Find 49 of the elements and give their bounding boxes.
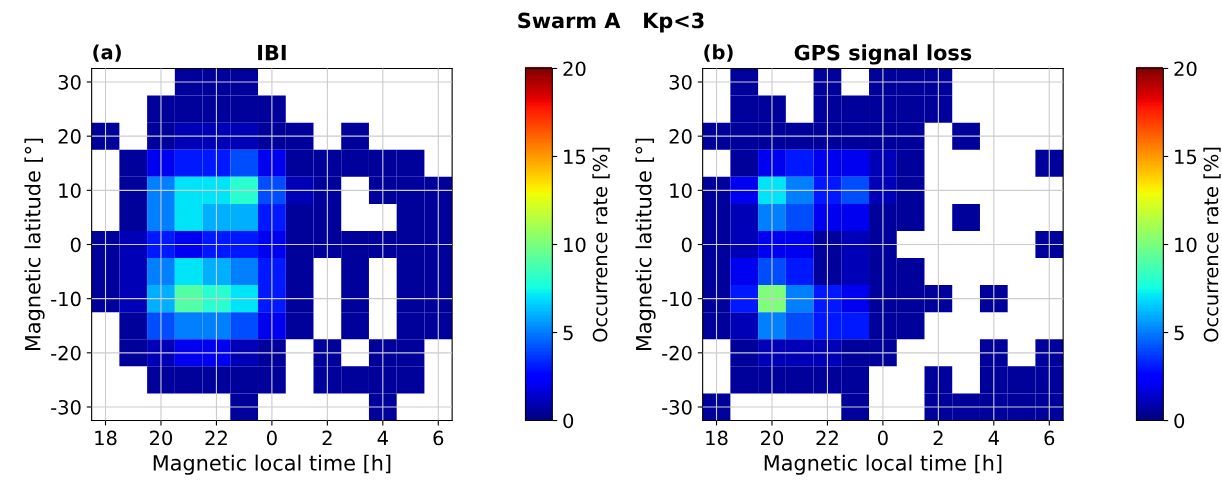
y-tick-label: -10 [51,291,81,307]
x-axis-title: Magnetic local time [h] [153,454,391,475]
color-bar-label: 0 [563,413,574,429]
color-bar-title: Occurrence rate [%] [1203,147,1221,342]
y-tick-label: -30 [51,399,81,415]
y-axis-title: Magnetic latitude [°] [24,138,45,351]
y-tick-label: 30 [669,74,692,90]
x-tick-label: 20 [761,430,784,446]
x-tick-label: 22 [816,430,838,446]
x-axis-title: Magnetic local time [h] [764,454,1002,475]
chart-title: IBI [258,44,286,61]
y-tick-label: 10 [670,183,692,198]
y-tick-label: 20 [58,129,81,144]
x-tick-label: 2 [322,430,332,446]
y-tick-label: 10 [59,183,81,198]
color-bar-label: 5 [563,325,573,341]
y-tick-label: 0 [681,237,692,253]
y-tick-label: 20 [669,129,692,144]
color-bar-label: 10 [1175,237,1197,253]
color-bar-label: 15 [564,149,586,165]
x-tick-label: 4 [377,430,388,446]
y-tick-label: 0 [70,237,81,253]
x-tick-label: 6 [433,430,444,446]
chart-title: GPS signal loss [794,44,972,65]
y-tick-label: 30 [58,74,81,90]
y-tick-label: -20 [51,345,81,361]
x-tick-label: 4 [988,430,999,446]
x-tick-label: 2 [933,430,943,446]
color-bar-label: 20 [563,61,586,77]
y-tick-label: -10 [662,291,692,307]
x-tick-label: 6 [1044,430,1055,446]
text: (b) [704,44,733,62]
text: Swarm A Kp<3 [518,12,704,33]
color-bar-title: Occurrence rate [%] [592,147,610,342]
x-tick-label: 22 [205,430,227,446]
y-tick-label: -20 [662,345,692,361]
text: (a) [93,44,121,62]
x-tick-label: 18 [706,430,728,446]
color-bar-label: 5 [1174,325,1184,341]
y-tick-label: -30 [662,399,692,415]
x-tick-label: 0 [877,430,888,446]
color-bar-label: 10 [564,237,586,253]
y-axis-title: Magnetic latitude [°] [635,138,656,351]
x-tick-label: 0 [266,430,277,446]
color-bar-label: 20 [1174,61,1197,77]
x-tick-label: 18 [95,430,117,446]
color-bar-label: 0 [1174,413,1185,429]
color-bar-label: 15 [1175,149,1197,165]
x-tick-label: 20 [150,430,173,446]
